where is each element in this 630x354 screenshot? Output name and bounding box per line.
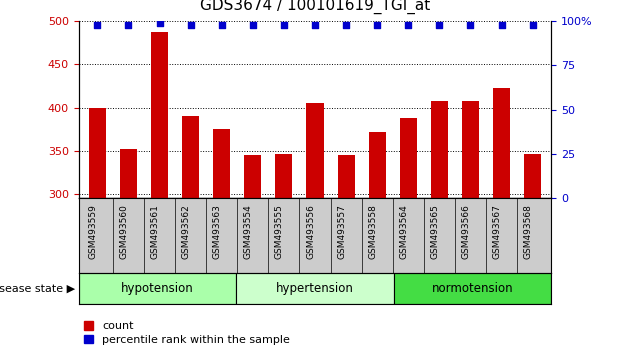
Bar bbox=[493, 88, 510, 198]
Text: GSM493562: GSM493562 bbox=[181, 204, 191, 259]
Point bbox=[527, 22, 537, 28]
Point bbox=[154, 20, 164, 26]
Bar bbox=[394, 273, 551, 304]
Text: GSM493561: GSM493561 bbox=[151, 204, 159, 259]
Text: GSM493563: GSM493563 bbox=[213, 204, 222, 259]
Text: GSM493566: GSM493566 bbox=[461, 204, 471, 259]
Bar bbox=[399, 118, 417, 198]
Text: normotension: normotension bbox=[432, 282, 513, 295]
Text: GSM493567: GSM493567 bbox=[493, 204, 501, 259]
Bar bbox=[338, 155, 355, 198]
Point bbox=[434, 22, 444, 28]
Point bbox=[466, 22, 476, 28]
Point bbox=[279, 22, 289, 28]
Point bbox=[217, 22, 227, 28]
Point bbox=[93, 22, 103, 28]
Bar bbox=[275, 154, 292, 198]
Point bbox=[310, 22, 320, 28]
Point bbox=[403, 22, 413, 28]
Text: GSM493557: GSM493557 bbox=[337, 204, 346, 259]
Text: GSM493554: GSM493554 bbox=[244, 204, 253, 259]
Text: GSM493556: GSM493556 bbox=[306, 204, 315, 259]
Point bbox=[123, 22, 134, 28]
Point bbox=[372, 22, 382, 28]
Legend: count, percentile rank within the sample: count, percentile rank within the sample bbox=[84, 321, 290, 345]
Text: GSM493564: GSM493564 bbox=[399, 204, 408, 259]
Point bbox=[186, 22, 196, 28]
Text: GSM493558: GSM493558 bbox=[368, 204, 377, 259]
Bar bbox=[306, 103, 324, 198]
Bar bbox=[431, 101, 448, 198]
Text: GSM493560: GSM493560 bbox=[120, 204, 129, 259]
Bar bbox=[79, 273, 236, 304]
Text: GSM493565: GSM493565 bbox=[430, 204, 439, 259]
Bar bbox=[182, 116, 199, 198]
Text: GSM493559: GSM493559 bbox=[88, 204, 98, 259]
Text: GSM493568: GSM493568 bbox=[524, 204, 532, 259]
Bar bbox=[524, 154, 541, 198]
Text: hypotension: hypotension bbox=[121, 282, 194, 295]
Point bbox=[341, 22, 351, 28]
Bar bbox=[369, 132, 386, 198]
Bar bbox=[89, 108, 106, 198]
Text: hypertension: hypertension bbox=[276, 282, 354, 295]
Text: GDS3674 / 100101619_TGI_at: GDS3674 / 100101619_TGI_at bbox=[200, 0, 430, 14]
Bar bbox=[244, 155, 261, 198]
Bar bbox=[462, 101, 479, 198]
Point bbox=[496, 22, 507, 28]
Text: GSM493555: GSM493555 bbox=[275, 204, 284, 259]
Bar bbox=[236, 273, 394, 304]
Bar bbox=[120, 149, 137, 198]
Text: disease state ▶: disease state ▶ bbox=[0, 284, 76, 293]
Bar bbox=[213, 129, 231, 198]
Point bbox=[248, 22, 258, 28]
Bar bbox=[151, 32, 168, 198]
